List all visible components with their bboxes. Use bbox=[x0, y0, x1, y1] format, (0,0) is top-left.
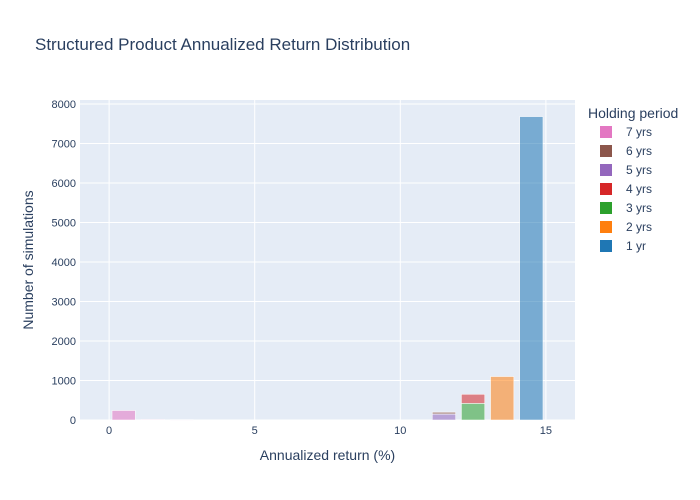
legend-item-label: 2 yrs bbox=[626, 220, 652, 234]
legend-item-label: 3 yrs bbox=[626, 201, 652, 215]
bar-5-yrs-11.5 bbox=[432, 413, 456, 421]
bar-7-yrs-1.5 bbox=[140, 419, 165, 421]
legend-swatch bbox=[600, 221, 612, 233]
bar-2-yrs-13.5 bbox=[490, 376, 515, 421]
bar-6-yrs-11.5 bbox=[432, 411, 456, 415]
bar-4-yrs-12.5 bbox=[461, 394, 485, 404]
y-tick-label: 1000 bbox=[52, 375, 76, 387]
bar-3-yrs-12.5 bbox=[461, 403, 485, 421]
chart-title: Structured Product Annualized Return Dis… bbox=[35, 35, 410, 54]
legend-item-label: 5 yrs bbox=[626, 163, 652, 177]
legend-swatch bbox=[600, 202, 612, 214]
legend-item-label: 6 yrs bbox=[626, 144, 652, 158]
bar-7-yrs-0.5 bbox=[111, 410, 136, 421]
legend-swatch bbox=[600, 240, 612, 252]
legend-swatch bbox=[600, 183, 612, 195]
bar-1-yr-14.5 bbox=[519, 116, 544, 421]
y-tick-label: 2000 bbox=[52, 336, 76, 348]
legend-item-label: 4 yrs bbox=[626, 182, 652, 196]
legend: Holding period 7 yrs 6 yrs 5 yrs 4 yrs 3 yrs… bbox=[588, 105, 678, 253]
bars bbox=[111, 116, 544, 421]
y-tick-label: 4000 bbox=[52, 257, 76, 269]
x-tick-label: 15 bbox=[540, 425, 552, 437]
x-tick-label: 5 bbox=[252, 425, 258, 437]
x-tick-label: 0 bbox=[106, 425, 112, 437]
legend-title: Holding period bbox=[588, 105, 678, 121]
legend-item-label: 7 yrs bbox=[626, 125, 652, 139]
bar-7-yrs-2.5 bbox=[170, 419, 194, 421]
legend-swatch bbox=[600, 164, 612, 176]
x-axis-ticks: 0 5 10 15 bbox=[106, 425, 552, 437]
legend-item-label: 1 yr bbox=[626, 239, 646, 253]
plot-area bbox=[80, 100, 575, 420]
y-tick-label: 3000 bbox=[52, 296, 76, 308]
legend-swatch bbox=[600, 145, 612, 157]
legend-swatch bbox=[600, 126, 612, 138]
y-axis-title: Number of simulations bbox=[20, 190, 36, 329]
y-axis-ticks: 0 1000 2000 3000 4000 5000 6000 7000 8000 bbox=[52, 99, 76, 427]
x-axis-title: Annualized return (%) bbox=[260, 447, 395, 463]
x-tick-label: 10 bbox=[394, 425, 406, 437]
gridlines bbox=[80, 100, 575, 421]
y-tick-label: 5000 bbox=[52, 217, 76, 229]
y-tick-label: 7000 bbox=[52, 138, 76, 150]
y-tick-label: 8000 bbox=[52, 99, 76, 111]
y-tick-label: 6000 bbox=[52, 178, 76, 190]
y-tick-label: 0 bbox=[70, 415, 76, 427]
